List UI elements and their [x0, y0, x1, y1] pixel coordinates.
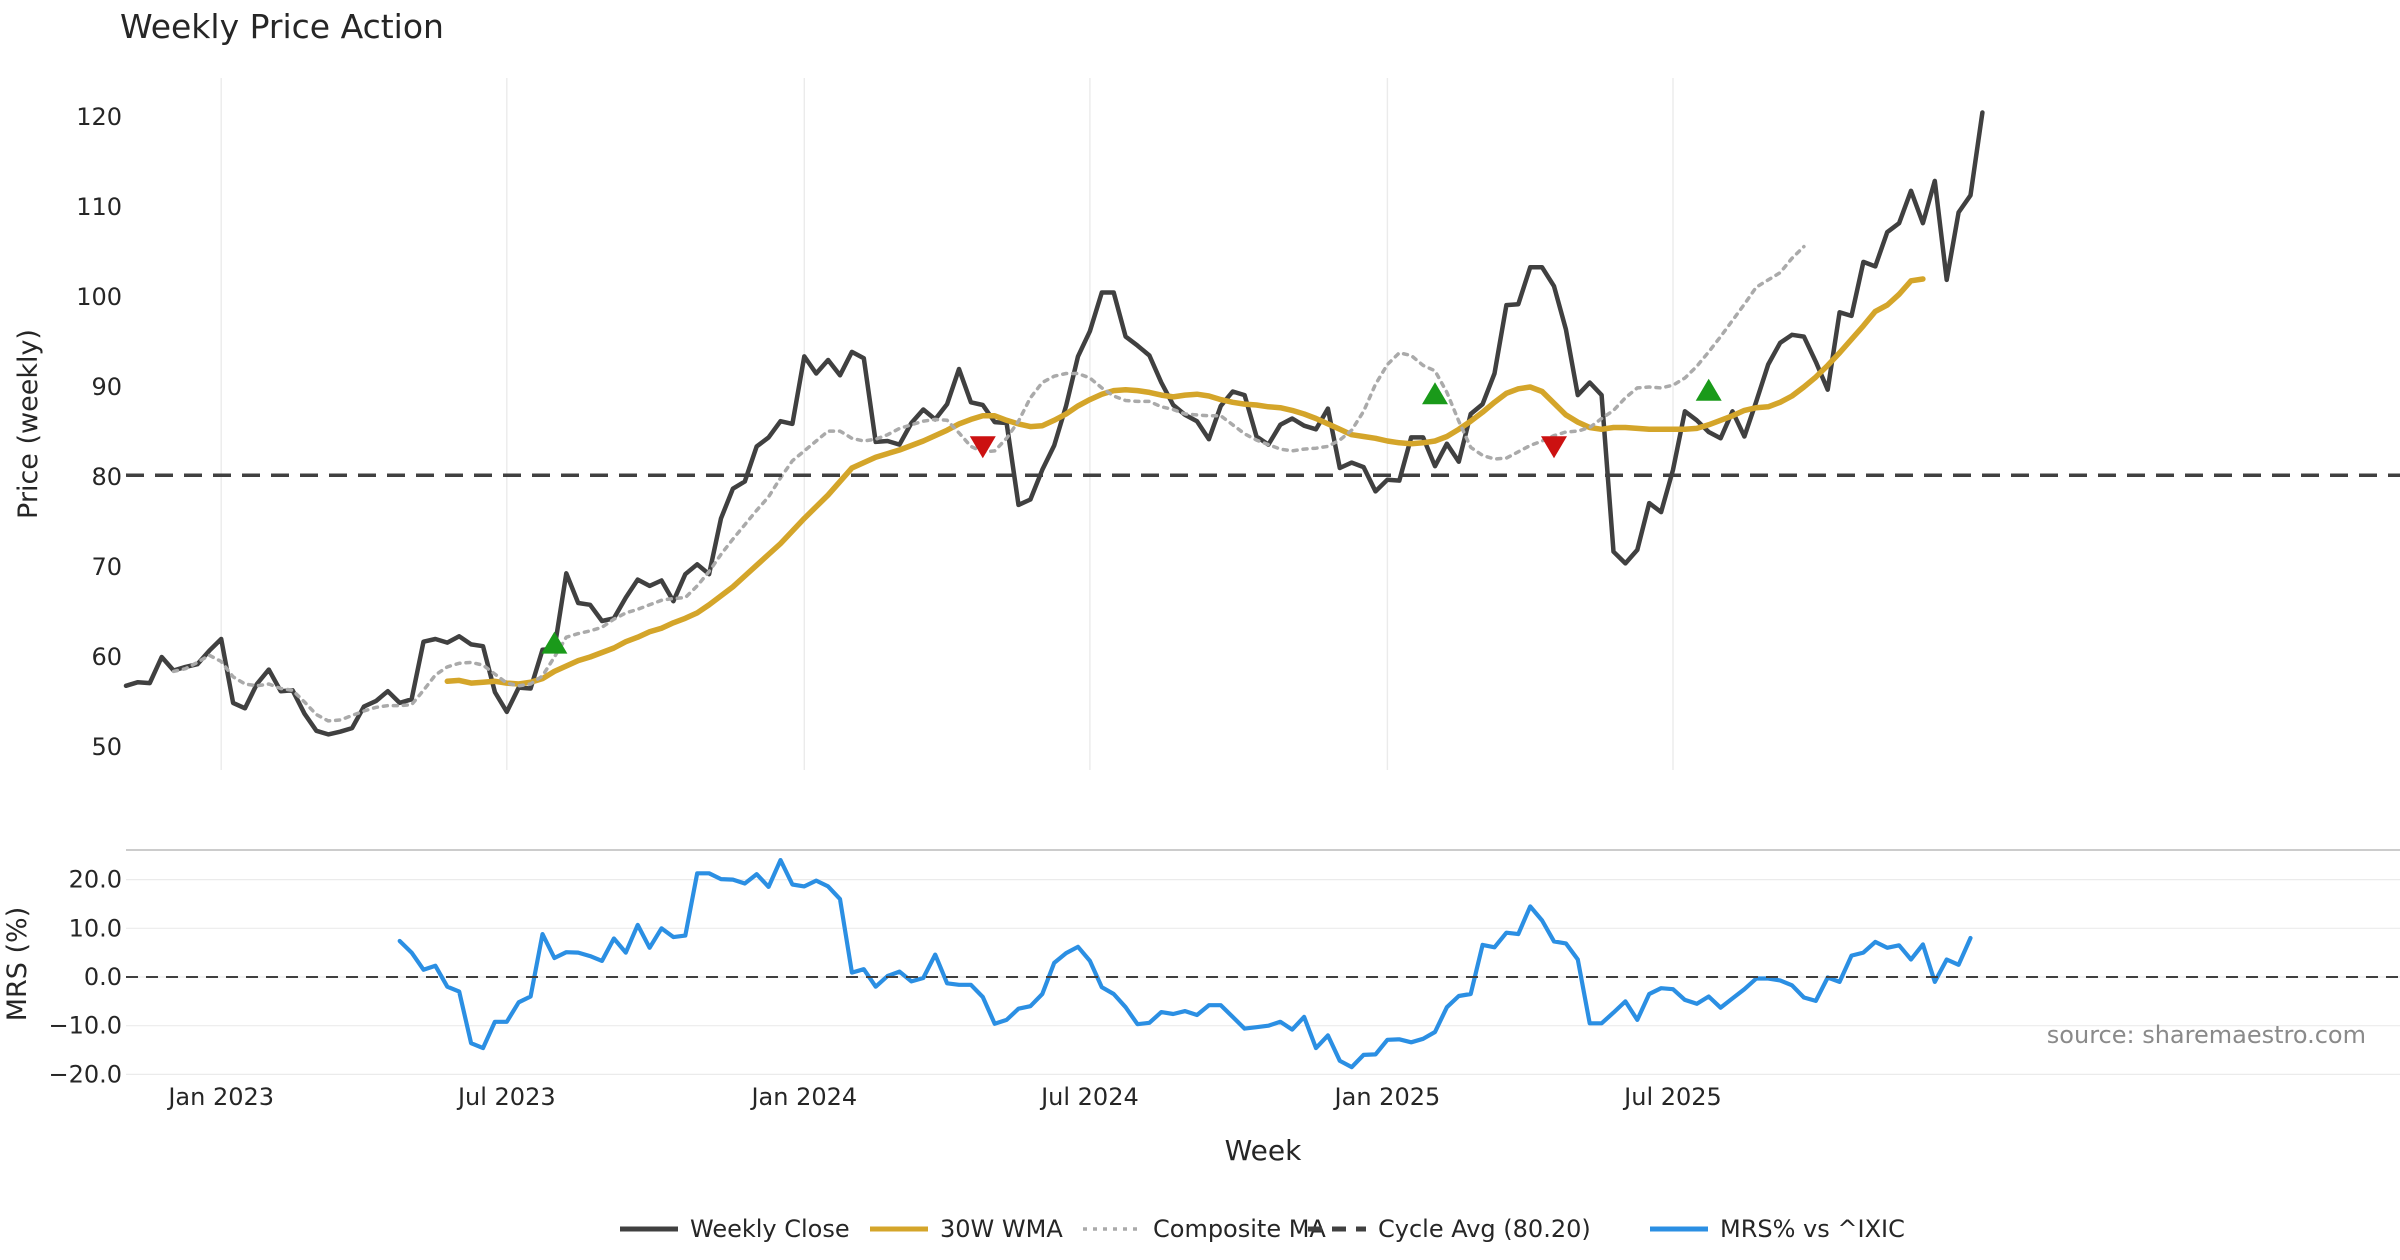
- composite-ma-point: [1279, 448, 1281, 450]
- composite-ma-point: [1755, 286, 1757, 288]
- composite-ma-point: [1577, 430, 1579, 432]
- sell-signal-marker: [969, 436, 996, 459]
- x-tick-label: Jan 2024: [749, 1083, 857, 1111]
- x-tick-label: Jan 2023: [166, 1083, 274, 1111]
- source-note: source: sharemaestro.com: [2047, 1021, 2366, 1049]
- y-tick-label: 50: [91, 733, 122, 761]
- composite-ma-point: [351, 715, 353, 717]
- mrs-vs-ixic-series: [397, 857, 1973, 1070]
- y-tick-label: 100: [76, 283, 122, 311]
- composite-ma-point: [423, 689, 425, 691]
- legend-label: Weekly Close: [690, 1215, 850, 1243]
- composite-ma-point: [863, 440, 865, 442]
- legend: Weekly Close 30W WMA Composite MA Cycle Avg…: [620, 1215, 1905, 1243]
- legend-label: Composite MA: [1153, 1215, 1326, 1243]
- buy-signal-marker: [1422, 382, 1448, 405]
- y-tick-label: 20.0: [69, 866, 122, 894]
- y-tick-label: 120: [76, 103, 122, 131]
- x-tick-label: Jul 2024: [1039, 1083, 1139, 1111]
- y-axis-label: Price (weekly): [13, 329, 44, 519]
- x-tick-label: Jul 2023: [456, 1083, 556, 1111]
- composite-ma-series: [171, 244, 1806, 723]
- y-tick-label: 70: [91, 553, 122, 581]
- buy-signal-marker: [541, 631, 568, 654]
- legend-label: MRS% vs ^IXIC: [1720, 1215, 1905, 1243]
- y-axis-label: MRS (%): [2, 907, 33, 1022]
- x-tick-label: Jul 2025: [1622, 1083, 1722, 1111]
- x-axis-label: Week: [1225, 1134, 1302, 1167]
- weekly-close-series: [123, 110, 1985, 737]
- legend-label: Cycle Avg (80.20): [1378, 1215, 1591, 1243]
- sell-signal-marker: [1541, 436, 1567, 459]
- y-tick-label: 80: [91, 463, 122, 491]
- y-tick-label: 10.0: [69, 914, 122, 942]
- y-tick-label: 90: [91, 373, 122, 401]
- chart-title: Weekly Price Action: [120, 7, 444, 46]
- y-tick-label: 110: [76, 193, 122, 221]
- legend-label: 30W WMA: [940, 1215, 1063, 1243]
- x-tick-label: Jan 2025: [1333, 1083, 1441, 1111]
- y-tick-label: −20.0: [48, 1060, 122, 1088]
- y-tick-label: 60: [91, 643, 122, 671]
- mrs-panel: 20.0 10.0 0.0 −10.0 −20.0 MRS (%) Jan 2023 Jul …: [2, 849, 2400, 1167]
- price-panel: Weekly Price Action 50 60 70 80 90 100 110 120 Pr…: [13, 7, 2400, 770]
- buy-signal-marker: [1695, 378, 1722, 401]
- 30w-wma-series: [444, 276, 1926, 687]
- y-tick-label: 0.0: [84, 963, 122, 991]
- y-tick-label: −10.0: [48, 1012, 122, 1040]
